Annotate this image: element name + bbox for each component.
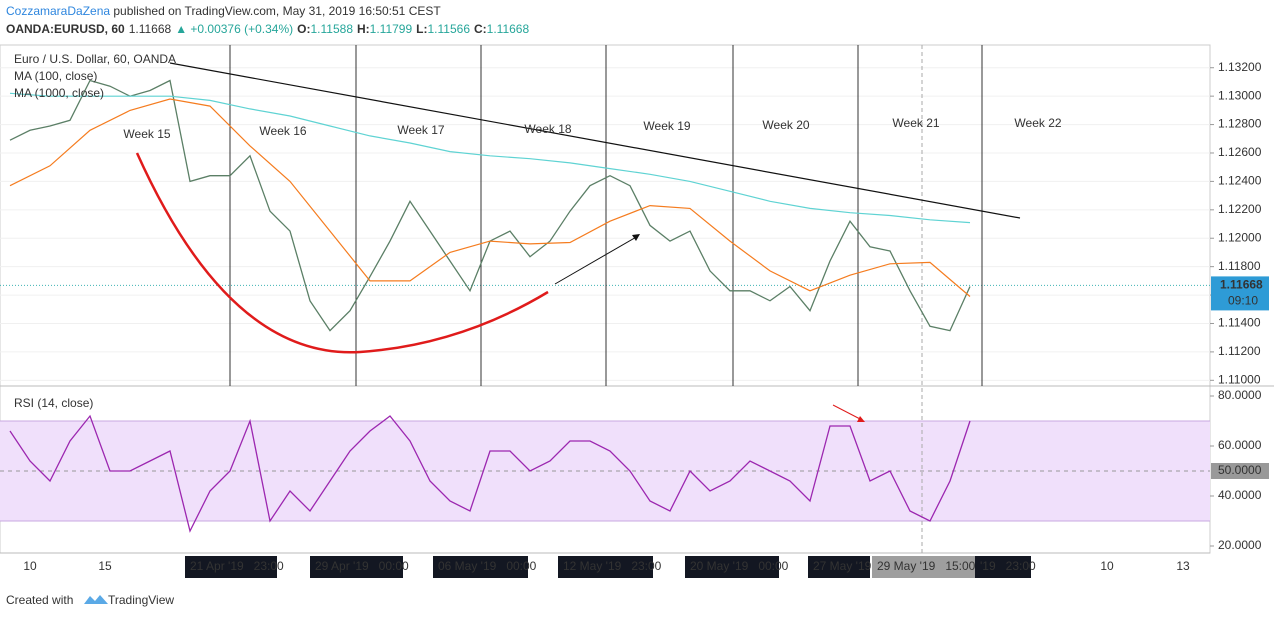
footer-brand[interactable]: TradingView [108, 593, 174, 607]
x-tick-label: '19 23:00 [980, 559, 1036, 573]
midline-label: 50.0000 [1218, 463, 1262, 477]
x-label-box [185, 556, 277, 578]
y-tick-label: 1.11800 [1218, 259, 1261, 273]
x-label-box [872, 556, 975, 578]
y-tick-label: 1.11200 [1218, 344, 1261, 358]
legend-rsi: RSI (14, close) [14, 396, 93, 410]
x-label-box [433, 556, 528, 578]
author[interactable]: CozzamaraDaZena [6, 4, 110, 18]
y-tick-label: 1.11400 [1218, 316, 1261, 330]
texts: CozzamaraDaZena published on TradingView… [6, 4, 1269, 607]
y-tick-label: 1.13200 [1218, 60, 1262, 74]
y-tick-label: 1.12400 [1218, 174, 1262, 188]
x-tick-label: 27 May '19 [813, 559, 872, 573]
week-label: Week 17 [397, 123, 444, 137]
rsi-arrow-head [857, 416, 865, 422]
y-tick-label: 20.0000 [1218, 538, 1262, 552]
y-tick-label: 1.12600 [1218, 145, 1262, 159]
y-tick-label: 1.13000 [1218, 88, 1262, 102]
trend-line [169, 62, 1021, 219]
week-label: Week 20 [762, 118, 809, 132]
rsi-arrow [832, 404, 863, 421]
week-label: Week 22 [1014, 116, 1061, 130]
last-price-box [1211, 276, 1269, 311]
x-tick-label: 12 May '19 23:00 [563, 559, 662, 573]
y-tick-label: 60.0000 [1218, 438, 1262, 452]
y-tick-label: 80.0000 [1218, 388, 1262, 402]
midline-label-box [1211, 463, 1269, 479]
grid [0, 67, 1214, 547]
week-label: Week 15 [123, 127, 170, 141]
x-tick-label: 13 [1176, 559, 1190, 573]
week-label: Week 16 [259, 124, 306, 138]
y-tick-label: 1.11000 [1218, 372, 1261, 386]
legend-ma100: MA (100, close) [14, 69, 97, 83]
week-label: Week 19 [643, 119, 690, 133]
last: 1.11668 [129, 22, 172, 36]
l: 1.11566 [428, 22, 471, 36]
published: published on TradingView.com, May 31, 20… [110, 4, 441, 18]
x-tick-label: 20 May '19 00:00 [690, 559, 789, 573]
x-tick-label: 29 Apr '19 00:00 [315, 559, 409, 573]
h: 1.11799 [370, 22, 413, 36]
arrow [554, 235, 639, 285]
last-price-label: 1.11668 [1220, 278, 1263, 292]
o: 1.11588 [311, 22, 354, 36]
legend-price: Euro / U.S. Dollar, 60, OANDA [14, 52, 176, 66]
legend-ma1000: MA (1000, close) [14, 86, 104, 100]
series-line [9, 98, 971, 297]
footer-created: Created with [6, 593, 73, 607]
quote: OANDA:EURUSD, 60 1.11668 ▲ +0.00376 (+0.34… [6, 22, 529, 36]
o-label: O: [297, 22, 310, 36]
marks [9, 79, 971, 533]
week-label: Week 18 [524, 122, 571, 136]
h-label: H: [357, 22, 370, 36]
c-label: C: [474, 22, 487, 36]
x-tick-label: 29 May '19 15:00 [877, 559, 976, 573]
arrow-head [632, 234, 640, 241]
cup-curve [135, 152, 549, 354]
l-label: L: [416, 22, 427, 36]
week-dividers [229, 45, 983, 386]
x-label-box [808, 556, 870, 578]
y-tick-label: 1.12800 [1218, 117, 1262, 131]
series-line [9, 414, 971, 533]
series-line [9, 92, 971, 224]
x-tick-label: 10 [23, 559, 37, 573]
x-tick-label: 06 May '19 00:00 [438, 559, 537, 573]
x-tick-label: 15 [98, 559, 112, 573]
c: 1.11668 [487, 22, 530, 36]
change: ▲ +0.00376 (+0.34%) [175, 22, 293, 36]
week-label: Week 21 [892, 116, 939, 130]
x-tick-label: 10 [1100, 559, 1114, 573]
header: CozzamaraDaZena published on TradingView… [6, 4, 441, 18]
y-tick-label: 1.12200 [1218, 202, 1262, 216]
x-label-box [558, 556, 653, 578]
symbol: OANDA:EURUSD, 60 [6, 22, 125, 36]
x-tick-label: 21 Apr '19 23:00 [190, 559, 284, 573]
x-label-box [685, 556, 779, 578]
rsi-band [0, 421, 1210, 521]
logo [84, 595, 108, 604]
y-tick-label: 40.0000 [1218, 488, 1262, 502]
x-label-box [310, 556, 403, 578]
y-tick-label: 1.12000 [1218, 230, 1262, 244]
countdown: 09:10 [1228, 294, 1258, 308]
x-label-box [975, 556, 1031, 578]
